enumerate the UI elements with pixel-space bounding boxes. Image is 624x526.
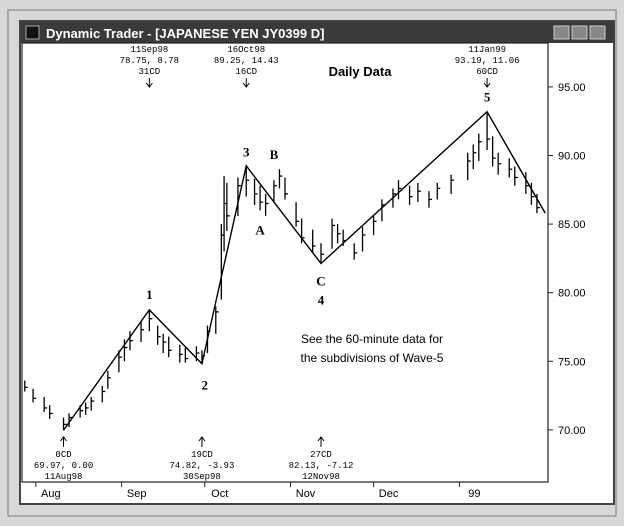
frame <box>7 9 617 517</box>
annotation-text: 0CD <box>55 450 71 460</box>
subtitle: Daily Data <box>329 64 393 79</box>
note: the subdivisions of Wave-5 <box>301 351 444 365</box>
y-tick-label: 75.00 <box>558 356 586 368</box>
y-tick-label: 85.00 <box>558 219 586 231</box>
wave-line <box>62 110 546 431</box>
annotation-arrowhead <box>317 436 325 442</box>
annotation-text: 16CD <box>235 67 257 77</box>
x-tick-label: Dec <box>379 488 399 500</box>
window-icon <box>25 25 40 40</box>
y-tick-label: 80.00 <box>558 288 586 300</box>
close-button[interactable] <box>589 25 606 40</box>
annotation-text: 19CD <box>191 450 213 460</box>
y-tick-label: 90.00 <box>558 150 586 162</box>
annotation-text: 27CD <box>310 450 332 460</box>
annotation-text: 30Sep98 <box>183 472 221 482</box>
note: See the 60-minute data for <box>301 332 443 346</box>
annotation-text: 16Oct98 <box>227 45 265 55</box>
annotation-text: 82.13, -7.12 <box>289 461 354 471</box>
y-tick-label: 70.00 <box>558 425 586 437</box>
title-bar <box>21 22 613 43</box>
wave-label: 1 <box>146 287 153 302</box>
annotation-text: 31CD <box>139 67 161 77</box>
wave-label: 5 <box>484 90 491 105</box>
annotation-arrowhead <box>242 82 250 88</box>
annotation-text: 11Aug98 <box>45 472 83 482</box>
annotation-arrowhead <box>145 82 153 88</box>
wave-label: A <box>255 223 265 238</box>
x-tick-label: Aug <box>41 488 61 500</box>
window-title: Dynamic Trader - [JAPANESE YEN JY0399 D] <box>46 26 324 41</box>
window <box>19 20 615 505</box>
x-tick-label: Nov <box>296 488 316 500</box>
y-tick-label: 95.00 <box>558 82 586 94</box>
annotation-text: 78.75, 8.78 <box>120 56 179 66</box>
annotation-text: 60CD <box>476 67 498 77</box>
annotation-text: 93.19, 11.06 <box>455 56 520 66</box>
annotation-text: 89.25, 14.43 <box>214 56 279 66</box>
wave-label: C <box>316 273 325 288</box>
annotation-text: 74.82, -3.93 <box>170 461 235 471</box>
wave-label: 4 <box>318 293 325 308</box>
annotation-text: 11Sep98 <box>130 45 168 55</box>
maximize-button[interactable] <box>571 25 588 40</box>
annotation-text: 69.97, 0.00 <box>34 461 93 471</box>
annotation-text: 12Nov98 <box>302 472 340 482</box>
annotation-arrowhead <box>198 436 206 442</box>
annotation-arrowhead <box>60 436 67 442</box>
x-tick-label: Oct <box>211 488 228 500</box>
x-tick-label: Sep <box>127 488 147 500</box>
annotation-arrowhead <box>483 82 491 88</box>
wave-label: 2 <box>201 378 208 393</box>
x-tick-label: 99 <box>468 488 480 500</box>
wave-label: 3 <box>243 144 250 159</box>
minimize-button[interactable] <box>553 25 570 40</box>
annotation-text: 11Jan99 <box>468 45 506 55</box>
wave-label: B <box>270 147 279 162</box>
